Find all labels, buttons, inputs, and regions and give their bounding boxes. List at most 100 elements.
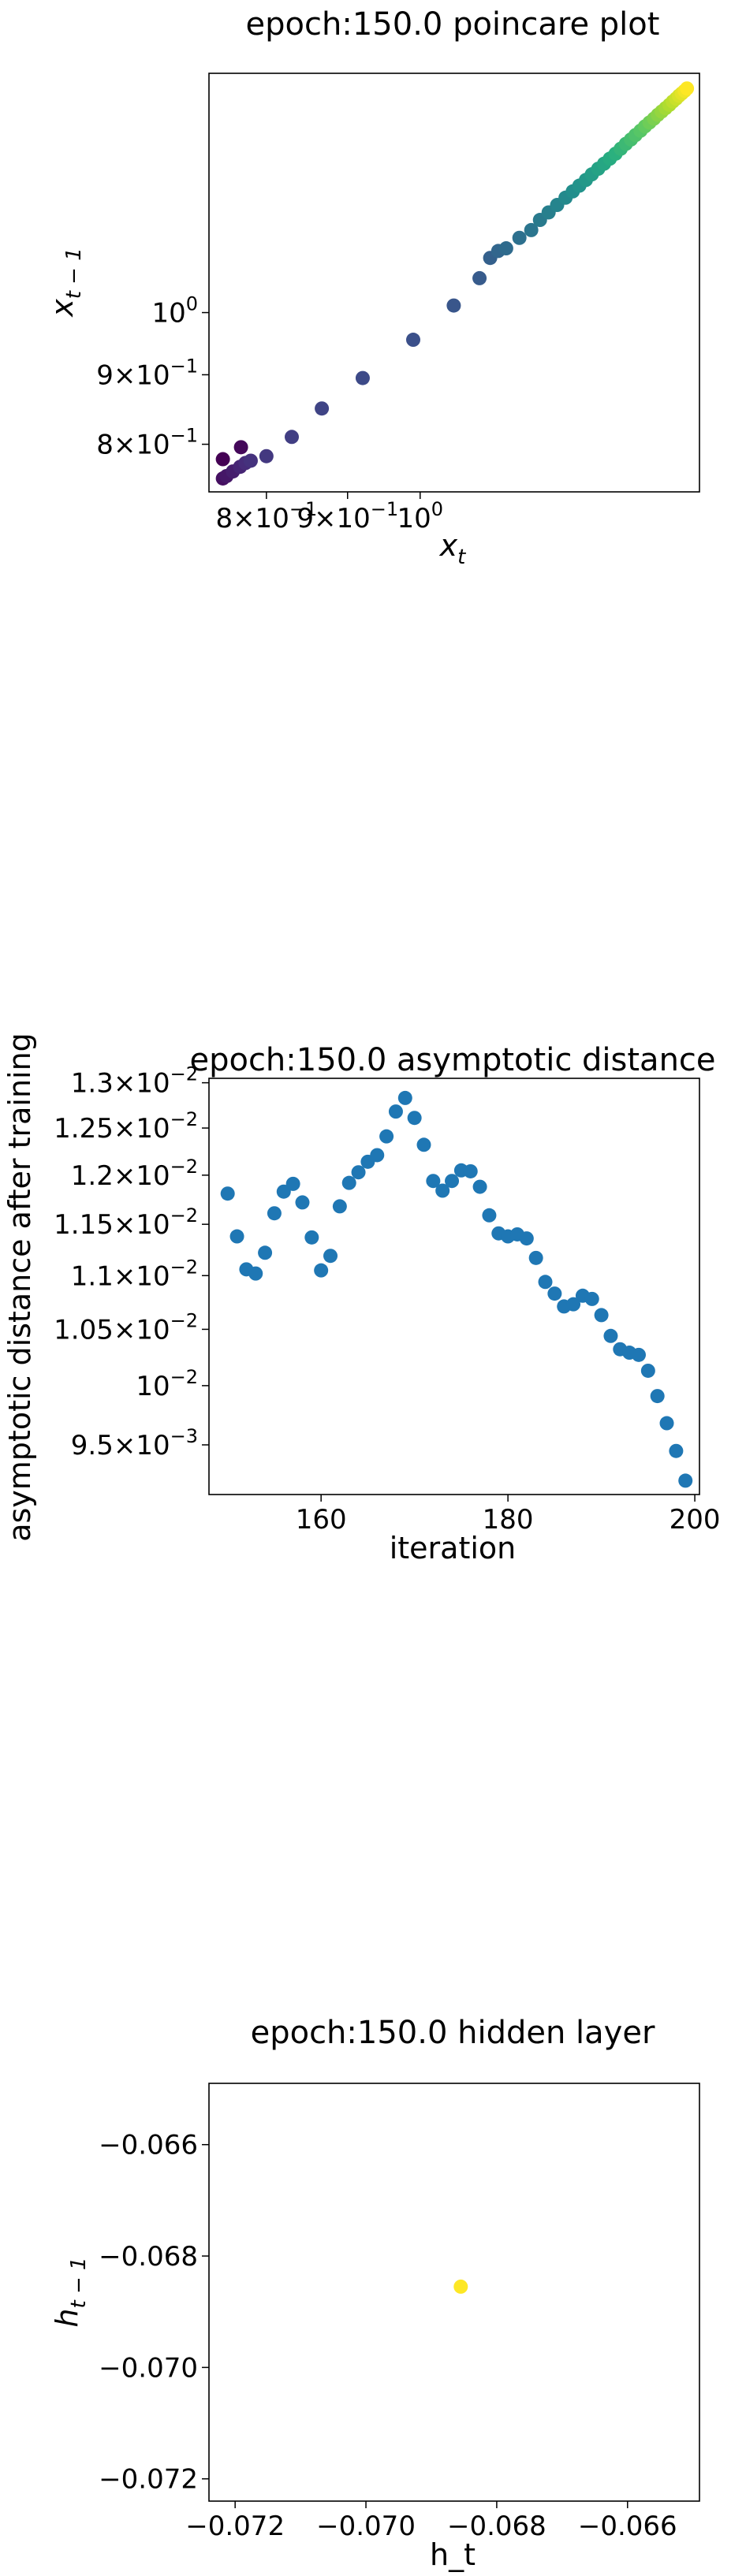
hidden-points — [453, 2279, 468, 2294]
poincare-point — [498, 241, 513, 256]
poincare-point — [285, 430, 300, 445]
asymptotic-x-tick-label: 160 — [296, 1504, 347, 1536]
asymptotic-point — [547, 1286, 562, 1301]
asymptotic-point — [519, 1231, 534, 1246]
poincare-y-ticks: 8×10−1 9×10−1 100 — [96, 293, 209, 461]
asymptotic-point — [332, 1199, 347, 1214]
asymptotic-point — [435, 1183, 450, 1198]
asymptotic-point — [426, 1174, 441, 1189]
poincare-y-label: xt − 1 — [45, 248, 86, 318]
hidden-point — [453, 2279, 468, 2294]
asymptotic-points — [220, 1090, 693, 1488]
poincare-point — [406, 333, 421, 348]
svg-text:ht − 1: ht − 1 — [50, 2257, 91, 2327]
poincare-point — [355, 370, 370, 385]
asymptotic-point — [416, 1137, 431, 1152]
asymptotic-point — [370, 1148, 385, 1163]
asymptotic-y-tick-label: 1.05×10−2 — [54, 1309, 198, 1346]
asymptotic-point — [229, 1229, 244, 1244]
asymptotic-point — [631, 1347, 646, 1362]
asymptotic-point — [304, 1230, 319, 1245]
asymptotic-y-tick-label: 1.2×10−2 — [71, 1156, 198, 1192]
asymptotic-y-tick-label: 1.1×10−2 — [71, 1256, 198, 1292]
hidden-x-tick-label: −0.066 — [578, 2511, 677, 2542]
asymptotic-y-tick-label: 1.3×10−2 — [71, 1063, 198, 1100]
asymptotic-point — [323, 1249, 338, 1264]
asymptotic-point — [482, 1208, 497, 1223]
asymptotic-title: epoch:150.0 asymptotic distance — [189, 1042, 715, 1078]
svg-text:xt − 1: xt − 1 — [45, 248, 86, 318]
asymptotic-point — [669, 1443, 684, 1458]
poincare-point — [472, 270, 487, 285]
asymptotic-y-label-wrap: asymptotic distance after training — [2, 1033, 37, 1542]
asymptotic-point — [584, 1291, 599, 1306]
asymptotic-point — [285, 1176, 300, 1191]
poincare-points — [215, 81, 695, 486]
asymptotic-x-ticks: 160 180 200 — [296, 1495, 721, 1536]
asymptotic-point — [220, 1186, 235, 1201]
asymptotic-point — [659, 1416, 674, 1431]
poincare-y-tick-label: 8×10−1 — [96, 425, 198, 461]
hidden-y-tick-label: −0.072 — [99, 2464, 198, 2496]
hidden-chart: epoch:150.0 hidden layer −0.072 −0.070 −0.… — [50, 2015, 700, 2572]
poincare-y-tick-label: 100 — [151, 293, 198, 329]
asymptotic-point — [314, 1263, 329, 1278]
asymptotic-point — [528, 1250, 543, 1265]
asymptotic-point — [678, 1473, 693, 1488]
asymptotic-point — [640, 1363, 655, 1378]
asymptotic-x-label: iteration — [390, 1531, 517, 1565]
poincare-y-tick-label: 9×10−1 — [96, 355, 198, 391]
poincare-x-tick-label: 9×10−1 — [297, 498, 398, 534]
poincare-point — [315, 401, 330, 416]
asymptotic-point — [379, 1129, 394, 1144]
asymptotic-point — [603, 1328, 618, 1343]
poincare-point — [524, 222, 539, 237]
poincare-x-label: xt — [439, 528, 467, 569]
hidden-title: epoch:150.0 hidden layer — [251, 2015, 655, 2051]
hidden-x-tick-label: −0.070 — [316, 2511, 416, 2542]
asymptotic-point — [650, 1389, 665, 1404]
poincare-point — [680, 81, 695, 96]
poincare-point — [446, 298, 461, 313]
poincare-x-tick-label: 100 — [397, 498, 444, 534]
asymptotic-y-tick-label: 1.15×10−2 — [54, 1204, 198, 1241]
asymptotic-y-label: asymptotic distance after training — [2, 1033, 37, 1542]
asymptotic-point — [445, 1174, 460, 1189]
poincare-point — [215, 452, 230, 467]
hidden-x-tick-label: −0.072 — [185, 2511, 285, 2542]
poincare-title: epoch:150.0 poincare plot — [246, 6, 660, 43]
asymptotic-y-tick-label: 10−2 — [136, 1366, 198, 1402]
hidden-y-tick-label: −0.070 — [99, 2352, 198, 2384]
poincare-x-tick-label: 8×10−1 — [215, 498, 317, 534]
poincare-point — [259, 449, 274, 463]
asymptotic-point — [472, 1179, 487, 1194]
asymptotic-point — [351, 1165, 366, 1180]
hidden-y-ticks: −0.072 −0.070 −0.068 −0.066 — [99, 2130, 209, 2496]
poincare-point — [233, 440, 248, 455]
asymptotic-point — [276, 1184, 291, 1199]
asymptotic-point — [258, 1245, 273, 1260]
asymptotic-point — [463, 1163, 478, 1178]
asymptotic-x-tick-label: 200 — [670, 1504, 721, 1536]
poincare-plot-frame — [208, 73, 700, 493]
asymptotic-plot-frame — [208, 1078, 700, 1495]
hidden-y-tick-label: −0.068 — [99, 2241, 198, 2273]
hidden-x-ticks: −0.072 −0.070 −0.068 −0.066 — [185, 2501, 677, 2542]
asymptotic-y-tick-label: 1.25×10−2 — [54, 1108, 198, 1145]
asymptotic-point — [248, 1266, 263, 1281]
asymptotic-point — [397, 1090, 412, 1105]
asymptotic-point — [407, 1111, 422, 1126]
asymptotic-x-tick-label: 180 — [483, 1504, 534, 1536]
hidden-x-label: h_t — [430, 2537, 476, 2572]
asymptotic-point — [341, 1175, 356, 1190]
asymptotic-point — [566, 1297, 581, 1312]
asymptotic-y-tick-label: 9.5×10−3 — [71, 1425, 198, 1461]
poincare-chart: epoch:150.0 poincare plot 8×10−19×10−110… — [45, 6, 700, 569]
asymptotic-point — [538, 1275, 553, 1290]
asymptotic-point — [594, 1308, 609, 1323]
asymptotic-point — [295, 1195, 310, 1210]
asymptotic-chart: epoch:150.0 asymptotic distance 160 180 20… — [2, 1033, 721, 1565]
poincare-point — [243, 453, 258, 468]
